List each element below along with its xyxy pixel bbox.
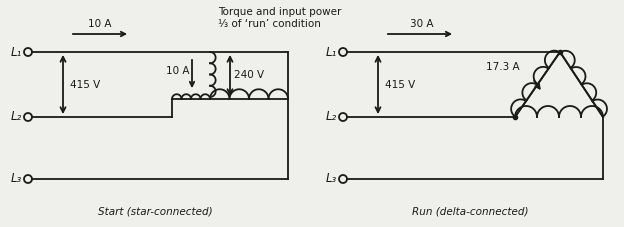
Text: L₁: L₁ (11, 45, 22, 59)
Text: 240 V: 240 V (234, 71, 264, 81)
Text: Run (delta-connected): Run (delta-connected) (412, 207, 529, 217)
Text: L₃: L₃ (11, 173, 22, 185)
Text: 30 A: 30 A (410, 19, 434, 29)
Text: 17.3 A: 17.3 A (486, 62, 520, 72)
Text: L₂: L₂ (325, 111, 336, 123)
Text: 415 V: 415 V (385, 79, 415, 89)
Text: 10 A: 10 A (165, 66, 189, 76)
Text: 10 A: 10 A (88, 19, 112, 29)
Text: L₁: L₁ (325, 45, 336, 59)
Text: 415 V: 415 V (70, 79, 100, 89)
Text: Start (star-connected): Start (star-connected) (98, 207, 212, 217)
Text: Torque and input power
⅓ of ‘run’ condition: Torque and input power ⅓ of ‘run’ condit… (218, 7, 341, 29)
Text: L₂: L₂ (11, 111, 22, 123)
Text: L₃: L₃ (325, 173, 336, 185)
